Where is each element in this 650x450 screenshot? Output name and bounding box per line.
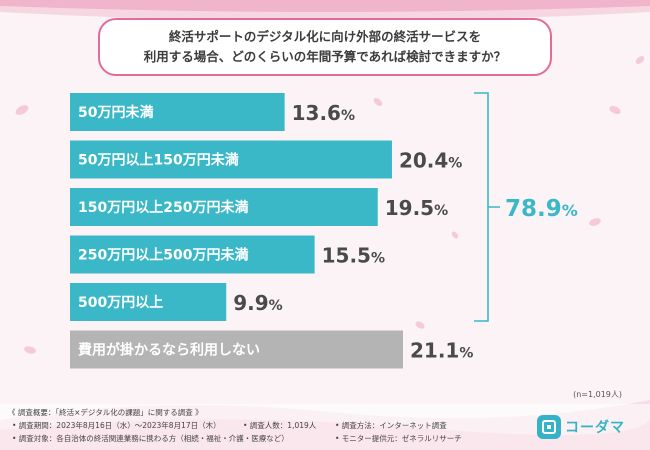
total-label: 78.9% [505,196,578,222]
bar-5 [70,330,403,369]
value-label-4: 9.9% [233,291,282,315]
survey-period: • 調査期間：2023年8月16日（水）〜2023年8月17日（木） [12,421,221,430]
bar-1 [70,140,392,179]
value-label-2: 19.5% [385,196,448,220]
survey-provider: • モニター提供元：ゼネラルリサーチ [335,434,462,443]
bar-label-4: 500万円以上 [78,295,163,311]
survey-respondents: • 調査人数：1,019人 [243,421,317,430]
survey-title: 《 調査概要：「終活×デジタル化の課題」に関する調査 》 [8,408,203,417]
sample-size: (n=1,019人) [573,390,622,399]
bar-0 [70,93,285,131]
total-bracket [474,92,500,322]
question-line-2: 利用する場合、どのくらいの年間予算であれば検討できますか？ [143,49,507,64]
value-label-1: 20.4% [399,149,462,173]
bar-label-3: 250万円以上500万円未満 [78,247,248,264]
value-label-0: 13.6% [292,101,355,125]
logo-badge-icon [537,415,561,439]
question-box: 終活サポートのデジタル化に向け外部の終活サービスを 利用する場合、どのくらいの年… [98,18,552,76]
survey-method: • 調査方法：インターネット調査 [335,421,447,430]
logo-text: コーダマ [565,420,625,436]
bar-2 [70,188,378,226]
bar-label-2: 150万円以上250万円未満 [78,199,248,216]
question-line-1: 終活サポートのデジタル化に向け外部の終活サービスを [168,29,482,44]
value-label-5: 21.1% [410,339,473,363]
brand-logo: コーダマ [537,413,625,441]
bar-label-5: 費用が掛かるなら利用しない [78,342,260,359]
bar-4 [70,283,227,321]
bar-3 [70,235,315,274]
bar-label-0: 50万円未満 [78,104,153,121]
survey-target: • 調査対象：各自治体の終活関連業務に携わる方（相続・福祉・介護・医療など） [12,434,289,443]
bar-label-1: 50万円以上150万円未満 [78,152,239,169]
value-label-3: 15.5% [322,244,385,268]
